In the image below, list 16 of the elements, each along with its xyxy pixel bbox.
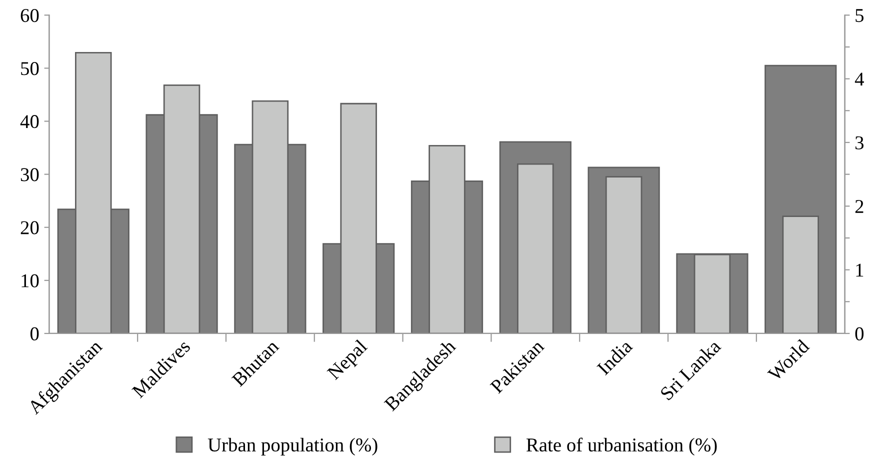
y2-tick-label: 0 — [855, 327, 864, 340]
y-tick-label: 30 — [20, 168, 39, 182]
y-tick-label: 60 — [20, 8, 39, 22]
y-tick-label: 10 — [22, 274, 39, 288]
y2-tick-label: 5 — [856, 9, 864, 22]
y-tick-label: 40 — [20, 115, 39, 128]
x-tick-label: India — [596, 338, 634, 376]
legend-label: Urban population (%) — [208, 438, 378, 456]
y2-tick-label: 4 — [854, 72, 864, 86]
legend-label: Rate of urbanisation (%) — [526, 438, 717, 456]
y-tick-label: 0 — [30, 327, 39, 340]
y2-tick-label: 2 — [855, 200, 864, 213]
y-tick-label: 20 — [20, 221, 39, 234]
y-tick-label: 50 — [21, 62, 39, 76]
y2-tick-label: 3 — [855, 136, 864, 150]
y2-tick-label: 1 — [856, 264, 864, 277]
